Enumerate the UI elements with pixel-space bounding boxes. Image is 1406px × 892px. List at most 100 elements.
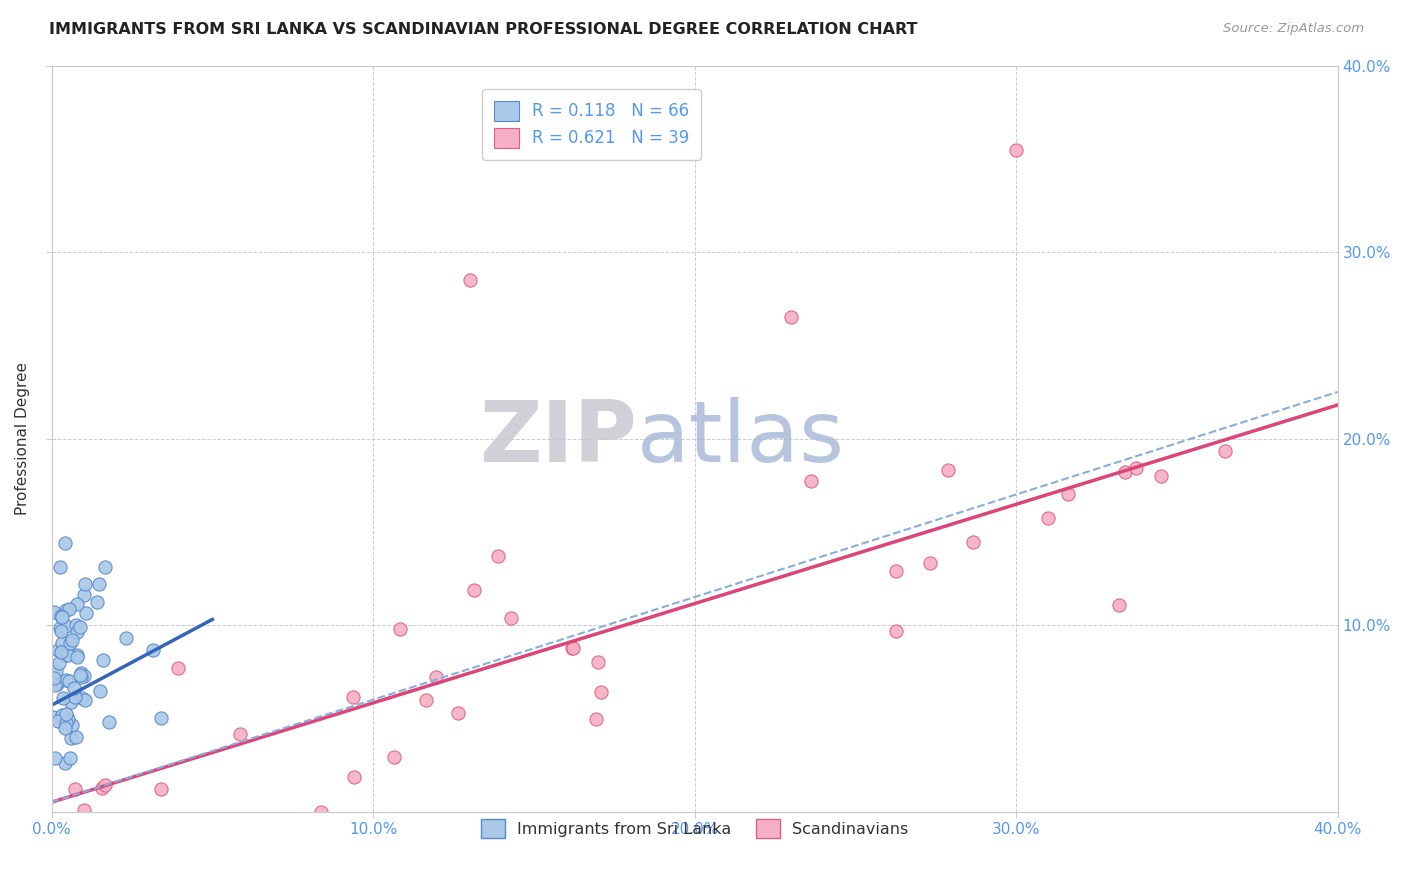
Point xyxy=(228,726,250,740)
Point xyxy=(48,657,70,671)
Point xyxy=(55,715,77,730)
Point xyxy=(70,665,93,680)
Point xyxy=(780,310,803,325)
Point xyxy=(53,648,76,662)
Point xyxy=(55,619,77,633)
Point xyxy=(342,690,364,705)
Point xyxy=(586,656,609,670)
Point xyxy=(1150,469,1173,483)
Point xyxy=(91,781,114,796)
Point xyxy=(51,708,73,723)
Point xyxy=(447,706,470,721)
Point xyxy=(73,588,96,602)
Point xyxy=(53,536,76,550)
Point xyxy=(800,474,823,488)
Point xyxy=(1213,443,1236,458)
Point xyxy=(343,771,366,785)
Point xyxy=(59,636,82,650)
Point xyxy=(59,751,82,765)
Point xyxy=(486,549,509,564)
Point xyxy=(49,621,72,635)
Point xyxy=(66,648,89,662)
Point xyxy=(70,690,93,705)
Point xyxy=(87,577,110,591)
Point xyxy=(63,681,86,696)
Point xyxy=(886,624,908,638)
Point xyxy=(1036,511,1059,525)
Point xyxy=(63,782,86,797)
Point xyxy=(49,560,72,574)
Point xyxy=(415,692,437,706)
Point xyxy=(149,782,172,797)
Point xyxy=(561,641,583,656)
Point xyxy=(45,664,67,678)
Point xyxy=(65,618,87,632)
Point xyxy=(499,611,522,625)
Point xyxy=(65,690,87,704)
Point xyxy=(458,273,481,287)
Point xyxy=(51,624,73,639)
Point xyxy=(58,601,80,615)
Point xyxy=(585,712,607,726)
Point xyxy=(55,673,77,687)
Point xyxy=(1057,487,1080,501)
Point xyxy=(425,670,447,684)
Text: ZIP: ZIP xyxy=(479,397,637,480)
Point xyxy=(94,778,117,792)
Point xyxy=(49,644,72,658)
Point xyxy=(382,749,405,764)
Point xyxy=(66,625,89,640)
Point xyxy=(589,685,612,699)
Point xyxy=(167,661,190,675)
Point xyxy=(51,610,73,624)
Point xyxy=(89,684,111,698)
Point xyxy=(114,631,136,645)
Point xyxy=(55,721,77,735)
Text: atlas: atlas xyxy=(637,397,845,480)
Point xyxy=(69,668,91,682)
Point xyxy=(1114,465,1136,479)
Point xyxy=(46,714,69,729)
Point xyxy=(45,677,67,691)
Point xyxy=(58,674,80,689)
Point xyxy=(75,693,97,707)
Point xyxy=(1108,598,1130,612)
Point xyxy=(73,577,96,591)
Point xyxy=(44,750,66,764)
Point xyxy=(70,670,93,684)
Point xyxy=(936,462,959,476)
Point xyxy=(142,643,165,657)
Text: Source: ZipAtlas.com: Source: ZipAtlas.com xyxy=(1223,22,1364,36)
Point xyxy=(58,713,80,727)
Point xyxy=(75,606,97,620)
Point xyxy=(55,707,77,722)
Point xyxy=(66,649,89,664)
Legend: Immigrants from Sri Lanka, Scandinavians: Immigrants from Sri Lanka, Scandinavians xyxy=(474,813,915,845)
Point xyxy=(66,597,89,611)
Point xyxy=(51,635,73,649)
Point xyxy=(918,557,941,571)
Point xyxy=(53,756,76,770)
Point xyxy=(60,718,83,732)
Point xyxy=(52,691,75,706)
Point xyxy=(73,803,96,817)
Point xyxy=(69,620,91,634)
Point xyxy=(65,731,87,745)
Point xyxy=(46,643,69,657)
Point xyxy=(58,648,80,662)
Point xyxy=(884,564,907,578)
Point xyxy=(42,605,65,619)
Point xyxy=(60,731,83,745)
Point xyxy=(86,595,108,609)
Point xyxy=(149,711,172,725)
Text: IMMIGRANTS FROM SRI LANKA VS SCANDINAVIAN PROFESSIONAL DEGREE CORRELATION CHART: IMMIGRANTS FROM SRI LANKA VS SCANDINAVIA… xyxy=(49,22,918,37)
Point xyxy=(73,669,96,683)
Point xyxy=(42,710,65,724)
Point xyxy=(44,678,66,692)
Point xyxy=(60,632,83,647)
Point xyxy=(98,714,121,729)
Point xyxy=(463,582,485,597)
Point xyxy=(388,622,411,636)
Point xyxy=(1005,143,1028,157)
Point xyxy=(962,535,984,549)
